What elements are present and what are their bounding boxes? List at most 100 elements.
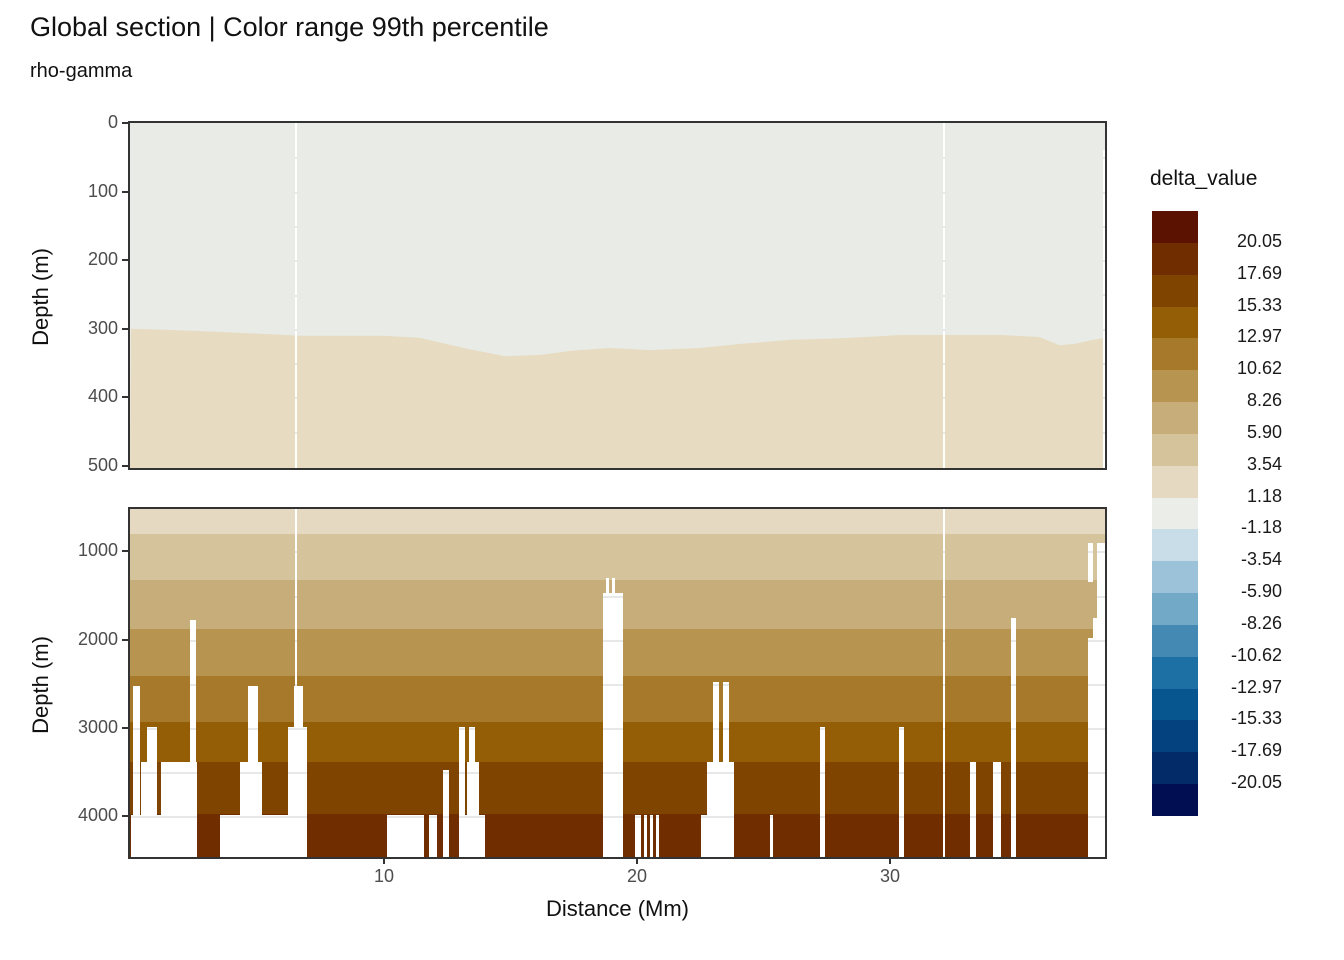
no-data-gap xyxy=(1010,617,1016,857)
gridline xyxy=(992,772,1002,775)
gridline xyxy=(1096,727,1105,730)
no-data-gap xyxy=(634,814,642,857)
gridline xyxy=(387,816,424,819)
legend-color-segment xyxy=(1152,242,1198,276)
y-tick-mark xyxy=(122,638,129,641)
gridline xyxy=(295,294,298,297)
gridline xyxy=(1010,816,1016,819)
gridline xyxy=(1010,639,1016,642)
gridline xyxy=(942,397,946,400)
x-tick-label: 20 xyxy=(626,866,648,886)
gridline xyxy=(712,727,719,730)
gridline xyxy=(1010,772,1016,775)
gridline xyxy=(133,727,141,730)
y-tick-label: 500 xyxy=(87,455,118,475)
gridline xyxy=(605,772,609,775)
gridline xyxy=(1093,816,1097,819)
gridline xyxy=(240,772,263,775)
legend-color-segment xyxy=(1152,465,1198,499)
gridline xyxy=(1103,225,1105,228)
value-band xyxy=(130,533,1105,581)
gridline xyxy=(1103,260,1105,263)
y-tick-label: 4000 xyxy=(77,805,118,826)
gridline xyxy=(1103,431,1105,434)
no-data-gap xyxy=(712,682,719,857)
legend-color-segment xyxy=(1152,497,1198,530)
legend-color-segment xyxy=(1152,624,1198,658)
gridline xyxy=(634,816,642,819)
gridline xyxy=(819,727,825,730)
gridline xyxy=(295,225,298,228)
legend-color-segment xyxy=(1152,656,1198,690)
gridline xyxy=(1096,816,1105,819)
gridline xyxy=(189,683,196,686)
legend-color-segment xyxy=(1152,720,1198,753)
y-tick-label: 100 xyxy=(87,180,118,201)
gridline xyxy=(240,816,263,819)
gridline xyxy=(611,639,615,642)
gridline xyxy=(141,772,147,775)
gridline xyxy=(295,157,298,160)
gridline xyxy=(295,431,298,434)
no-data-gap xyxy=(942,509,946,857)
gridline xyxy=(1093,772,1097,775)
no-data-gap xyxy=(770,814,774,857)
gridline xyxy=(942,551,946,554)
gridline xyxy=(458,727,465,730)
no-data-gap xyxy=(1103,150,1105,468)
gridline xyxy=(1103,397,1105,400)
gridline xyxy=(464,816,485,819)
no-data-gap xyxy=(1093,617,1097,857)
gridline xyxy=(942,595,946,598)
gridline xyxy=(942,260,946,263)
legend-color-segment xyxy=(1152,306,1198,339)
gridline xyxy=(220,816,308,819)
gridline xyxy=(605,595,609,598)
gridline xyxy=(1096,551,1105,554)
gridline xyxy=(458,816,465,819)
gridline xyxy=(942,683,946,686)
gridline xyxy=(1103,191,1105,194)
legend-color-segment xyxy=(1152,211,1198,244)
gridline xyxy=(458,772,465,775)
gridline xyxy=(723,683,730,686)
gridline xyxy=(1103,328,1105,331)
legend-tick-label: -15.33 xyxy=(1230,708,1282,729)
gridline xyxy=(295,595,298,598)
legend-tick-label: 10.62 xyxy=(1236,358,1282,379)
gridline xyxy=(1093,639,1097,642)
gridline xyxy=(992,816,1002,819)
legend-tick-label: -3.54 xyxy=(1240,549,1282,570)
gridline xyxy=(611,727,615,730)
gridline xyxy=(295,328,298,331)
no-data-gap xyxy=(899,727,904,857)
gridline xyxy=(605,727,609,730)
legend-tick-label: -8.26 xyxy=(1240,612,1282,633)
gridline xyxy=(723,727,730,730)
gridline xyxy=(770,816,774,819)
gridline xyxy=(644,816,648,819)
legend-tick-label: 20.05 xyxy=(1236,230,1282,251)
legend-color-segment xyxy=(1152,529,1198,562)
gridline xyxy=(1088,551,1094,554)
y-tick-label: 400 xyxy=(87,386,118,407)
y-tick-mark xyxy=(122,259,129,262)
y-tick-mark xyxy=(122,550,129,553)
gridline xyxy=(707,772,734,775)
y-tick-label: 1000 xyxy=(77,540,118,561)
legend-tick-label: 12.97 xyxy=(1236,326,1282,347)
gridline xyxy=(295,191,298,194)
gridline xyxy=(712,816,719,819)
gridline xyxy=(942,225,946,228)
legend-color-segment xyxy=(1152,274,1198,307)
gridline xyxy=(1103,157,1105,160)
no-data-gap xyxy=(644,814,648,857)
legend-tick-label: -1.18 xyxy=(1240,517,1282,538)
gridline xyxy=(969,816,976,819)
gridline xyxy=(942,816,946,819)
legend-tick-label: -5.90 xyxy=(1240,581,1282,602)
legend-tick-label: 8.26 xyxy=(1246,390,1282,411)
gridline xyxy=(819,816,825,819)
gridline xyxy=(160,772,197,775)
no-data-gap xyxy=(131,814,197,857)
